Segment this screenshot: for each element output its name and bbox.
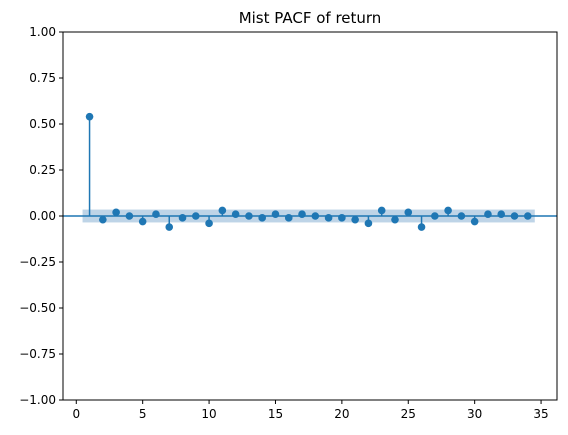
y-tick-label-2: −0.50 [19,301,56,315]
y-tick-label-5: 0.25 [29,163,56,177]
point-lag-33 [510,212,519,220]
point-lag-4 [125,212,134,220]
y-tick-label-1: −0.75 [19,347,56,361]
point-lag-23 [377,206,386,215]
y-tick-label-6: 0.50 [29,117,56,131]
x-tick-label-25: 25 [401,407,416,421]
axes: 0 5 10 15 20 25 30 35 −1.00 −0.75 −0.50 −0.25 0.00 0.… [19,25,558,421]
point-lag-10 [205,219,213,228]
point-lag-25 [404,208,413,217]
x-tick-label-35: 35 [533,407,548,421]
point-lag-28 [444,206,452,215]
x-tick-label-20: 20 [334,407,349,421]
point-lag-34 [523,212,532,220]
point-lag-19 [324,214,333,222]
y-tick-label-0: −1.00 [19,393,56,407]
point-lag-6 [152,210,160,218]
y-tick-label-7: 0.75 [29,71,56,85]
point-lag-27 [431,212,439,220]
point-lag-7 [165,223,174,231]
point-lag-29 [457,212,466,220]
point-lag-12 [231,210,240,218]
point-lag-11 [218,206,227,215]
point-lag-18 [311,212,320,220]
x-tick-label-0: 0 [72,407,80,421]
y-tick-label-3: −0.25 [19,255,56,269]
point-lag-2 [99,215,107,224]
x-tick-label-10: 10 [201,407,216,421]
point-lag-15 [271,210,280,218]
point-lag-26 [417,223,426,231]
point-lag-32 [497,210,506,218]
point-lag-20 [338,214,346,222]
x-tick-label-15: 15 [268,407,283,421]
point-lag-1 [85,112,94,121]
point-lag-14 [258,214,266,222]
point-lag-22 [364,219,373,228]
chart-title: Mist PACF of return [239,9,382,27]
point-lag-24 [391,215,399,224]
x-tick-label-5: 5 [139,407,147,421]
point-lag-5 [138,217,147,226]
point-lag-9 [191,212,200,220]
point-lag-30 [470,217,479,226]
y-tick-label-8: 1.00 [29,25,56,39]
point-lag-17 [298,210,306,218]
point-lag-31 [484,210,492,218]
plot-area [63,112,557,231]
point-lag-8 [178,214,187,222]
point-lag-16 [284,214,293,222]
point-lag-21 [351,215,359,224]
point-lag-3 [112,208,120,217]
y-tick-label-4: 0.00 [29,209,56,223]
point-lag-13 [245,212,253,220]
x-tick-label-30: 30 [467,407,482,421]
